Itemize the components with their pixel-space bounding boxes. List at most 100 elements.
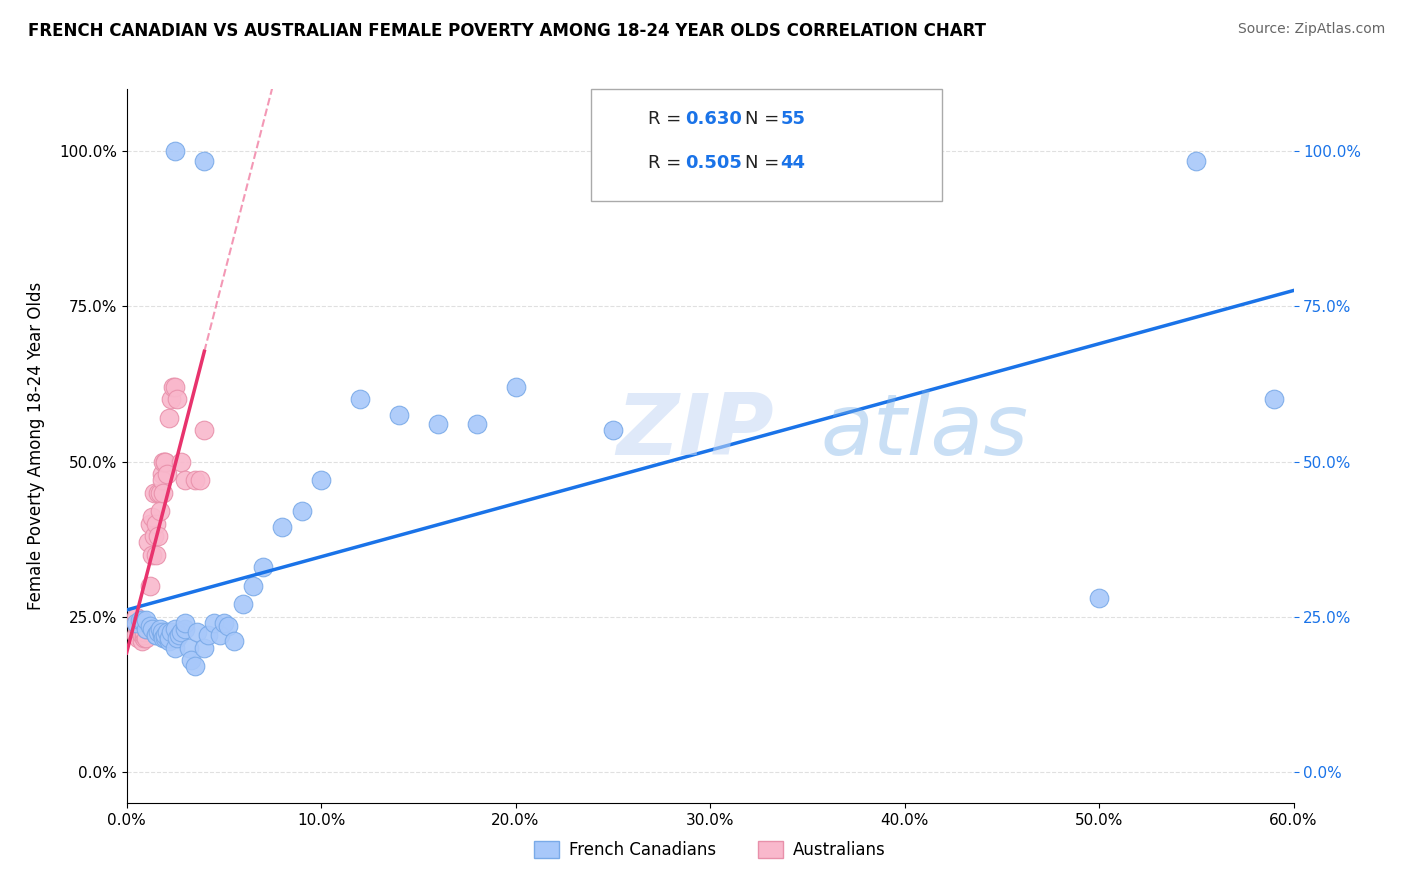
Point: [242, 579, 264, 593]
Point: [156, 467, 179, 481]
Point: [146, 485, 169, 500]
Legend: French Canadians, Australians: French Canadians, Australians: [527, 834, 893, 866]
Point: [156, 625, 179, 640]
Point: [150, 628, 173, 642]
Point: [136, 535, 159, 549]
Point: [139, 579, 162, 593]
Point: [167, 628, 190, 642]
Point: [174, 622, 197, 636]
Point: [155, 628, 177, 642]
Point: [125, 615, 148, 630]
Point: [125, 615, 148, 630]
Point: [127, 632, 149, 646]
Point: [129, 625, 152, 640]
Text: 0.505: 0.505: [685, 154, 741, 172]
Point: [155, 454, 177, 468]
Point: [177, 640, 200, 655]
Point: [145, 548, 167, 562]
Point: [180, 653, 202, 667]
Point: [131, 613, 153, 627]
Point: [309, 473, 332, 487]
Point: [217, 619, 239, 633]
Point: [165, 622, 187, 636]
Point: [252, 560, 274, 574]
Point: [152, 454, 174, 468]
Point: [165, 380, 187, 394]
Point: [232, 597, 254, 611]
Point: [131, 634, 153, 648]
Point: [155, 632, 177, 646]
Point: [132, 632, 155, 646]
Text: ZIP: ZIP: [617, 390, 775, 474]
Point: [170, 625, 193, 640]
Point: [190, 473, 212, 487]
Point: [149, 622, 172, 636]
Text: R =: R =: [648, 110, 688, 128]
Point: [174, 473, 197, 487]
Point: [141, 548, 163, 562]
Point: [131, 628, 153, 642]
Point: [145, 516, 167, 531]
Text: R =: R =: [648, 154, 688, 172]
Point: [202, 615, 225, 630]
Point: [183, 659, 205, 673]
Point: [139, 516, 162, 531]
Point: [193, 424, 215, 438]
Point: [186, 625, 208, 640]
Point: [139, 619, 162, 633]
Point: [208, 628, 231, 642]
Point: [135, 632, 157, 646]
Point: [146, 625, 169, 640]
Point: [162, 380, 184, 394]
Point: [157, 632, 180, 646]
Point: [465, 417, 488, 432]
Point: [142, 529, 165, 543]
Point: [193, 153, 215, 168]
Point: [135, 622, 157, 636]
Point: [155, 454, 177, 468]
Point: [170, 454, 193, 468]
Point: [141, 510, 163, 524]
Point: [160, 392, 183, 407]
Point: [135, 622, 157, 636]
Point: [166, 392, 188, 407]
Point: [193, 640, 215, 655]
Text: 0.630: 0.630: [685, 110, 741, 128]
Point: [152, 632, 174, 646]
Point: [132, 628, 155, 642]
Point: [290, 504, 312, 518]
Text: 44: 44: [780, 154, 806, 172]
Point: [1088, 591, 1111, 605]
Point: [149, 485, 172, 500]
Point: [1185, 153, 1208, 168]
Text: N =: N =: [745, 154, 785, 172]
Point: [166, 632, 188, 646]
Point: [197, 628, 219, 642]
Point: [349, 392, 371, 407]
Y-axis label: Female Poverty Among 18-24 Year Olds: Female Poverty Among 18-24 Year Olds: [27, 282, 45, 610]
Point: [150, 467, 173, 481]
Point: [160, 625, 183, 640]
Point: [157, 634, 180, 648]
Point: [505, 380, 527, 394]
Point: [149, 504, 172, 518]
Text: 55: 55: [780, 110, 806, 128]
Point: [127, 622, 149, 636]
Point: [174, 615, 197, 630]
Text: atlas: atlas: [821, 390, 1029, 474]
Point: [142, 485, 165, 500]
Point: [145, 628, 167, 642]
Point: [426, 417, 449, 432]
Point: [222, 634, 245, 648]
Point: [157, 411, 180, 425]
Point: [150, 625, 173, 640]
Point: [125, 609, 148, 624]
Text: Source: ZipAtlas.com: Source: ZipAtlas.com: [1237, 22, 1385, 37]
Point: [125, 628, 148, 642]
Text: FRENCH CANADIAN VS AUSTRALIAN FEMALE POVERTY AMONG 18-24 YEAR OLDS CORRELATION C: FRENCH CANADIAN VS AUSTRALIAN FEMALE POV…: [28, 22, 986, 40]
Text: N =: N =: [745, 110, 785, 128]
Point: [132, 625, 155, 640]
Point: [388, 408, 411, 422]
Point: [129, 613, 152, 627]
Point: [271, 519, 294, 533]
